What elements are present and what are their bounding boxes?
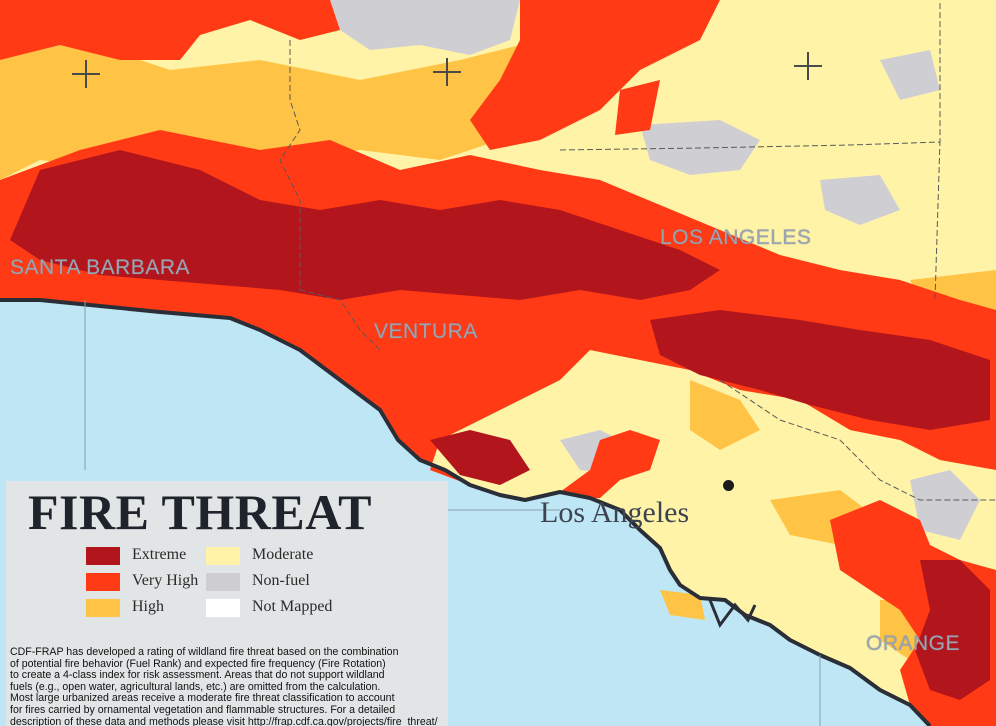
legend-label: Very High <box>132 572 199 589</box>
description-line: of potential fire behavior (Fuel Rank) a… <box>10 657 386 670</box>
county-boundaries <box>279 0 996 501</box>
description-line: CDF-FRAP has developed a rating of wildl… <box>10 646 399 658</box>
description-line: for fires carried by ornamental vegetati… <box>10 703 396 716</box>
legend-swatch <box>206 547 240 565</box>
description-line: description of these data and methods pl… <box>10 715 438 726</box>
city-marker-dot[interactable] <box>723 480 734 491</box>
description-line: Most large urbanized areas receive a mod… <box>10 692 395 705</box>
graticule-crosshair <box>794 52 822 80</box>
city-label-los-angeles: Los Angeles <box>540 496 690 529</box>
legend-panel: FIRE THREAT Extreme Very High High Moder… <box>6 481 448 726</box>
ocean-grid-lines <box>84 300 821 726</box>
description-line: fuels (e.g., open water, agricultural la… <box>10 680 381 693</box>
county-label-ventura: VENTURA <box>374 320 478 343</box>
legend-swatch <box>86 599 120 617</box>
legend-label: Extreme <box>132 546 187 563</box>
legend-swatch <box>86 573 120 591</box>
graticule-crosshair <box>72 60 100 88</box>
county-label-orange: ORANGE <box>866 632 961 655</box>
legend-description: CDF-FRAP has developed a rating of wildl… <box>10 646 446 726</box>
legend-label: Non-fuel <box>252 572 310 589</box>
coastline <box>0 298 932 726</box>
harbor-coast <box>708 599 757 629</box>
legend-label: Not Mapped <box>252 598 333 615</box>
county-label-santa-barbara: SANTA BARBARA <box>10 256 190 279</box>
legend-swatch <box>86 547 120 565</box>
legend-label: High <box>132 598 164 615</box>
legend-swatch <box>206 573 240 591</box>
legend-swatch <box>206 599 240 617</box>
description-line: to create a 4-class index for risk asses… <box>10 669 385 682</box>
graticule-crosshair <box>433 58 461 86</box>
legend-label: Moderate <box>252 546 314 563</box>
extreme-threat-areas <box>10 150 990 700</box>
legend-title: FIRE THREAT <box>28 484 373 540</box>
county-label-los-angeles: LOS ANGELES <box>660 226 812 249</box>
